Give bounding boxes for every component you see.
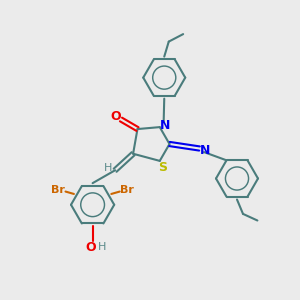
Text: Br: Br bbox=[51, 185, 65, 195]
Text: H: H bbox=[98, 242, 106, 252]
Text: S: S bbox=[158, 161, 167, 174]
Text: N: N bbox=[200, 143, 210, 157]
Text: O: O bbox=[111, 110, 122, 123]
Text: N: N bbox=[160, 119, 170, 132]
Text: O: O bbox=[86, 241, 96, 254]
Text: Br: Br bbox=[120, 185, 134, 195]
Text: H: H bbox=[103, 163, 112, 173]
